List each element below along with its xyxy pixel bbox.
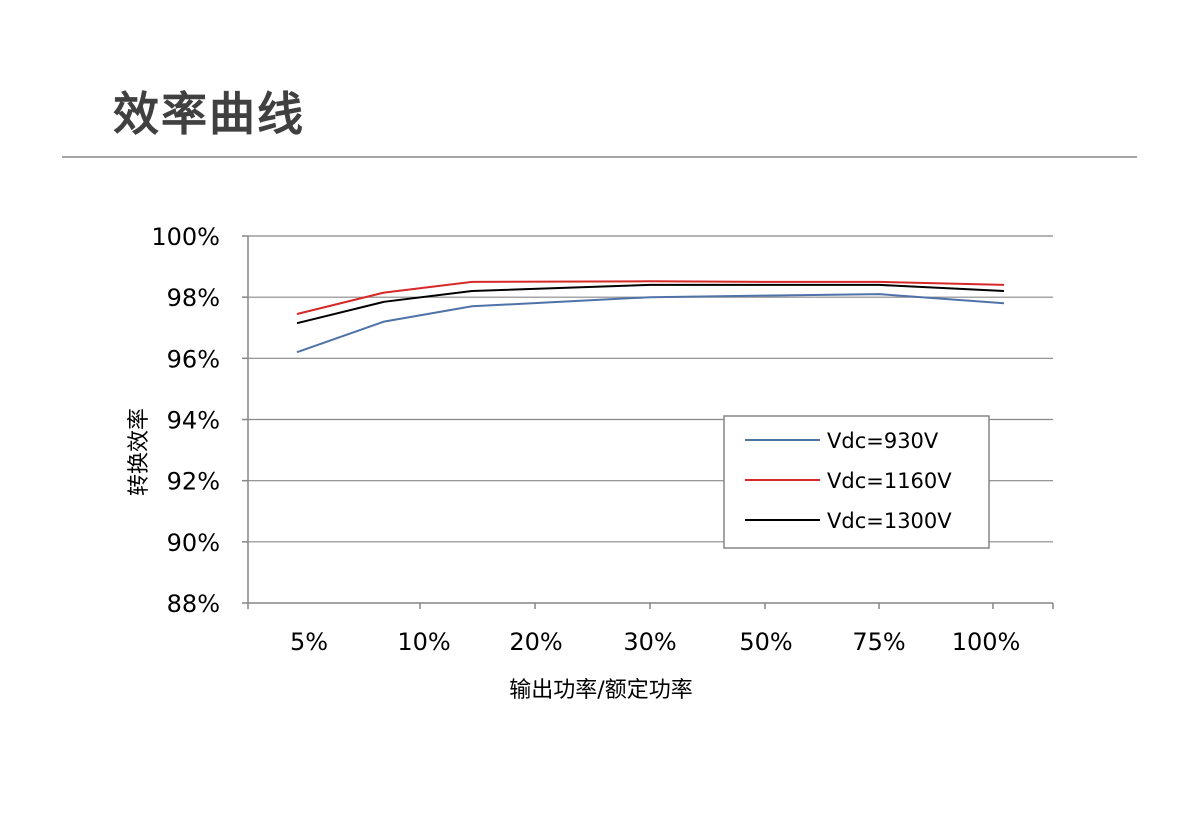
y-tick-label: 98% (167, 284, 220, 312)
x-axis-label: 输出功率/额定功率 (509, 678, 692, 703)
legend-box (723, 415, 990, 549)
x-tick-label: 10% (397, 628, 450, 656)
y-tick-label: 90% (167, 529, 220, 557)
legend-label: Vdc=1160V (827, 469, 952, 493)
y-tick-labels: 88% 90% 92% 94% 96% 98% 100% (151, 223, 220, 618)
x-tick-label: 50% (739, 628, 792, 656)
series-line (296, 293, 1005, 354)
x-tick-label: 20% (509, 628, 562, 656)
x-tick-label: 30% (623, 628, 676, 656)
x-tick-labels: 5% 10% 20% 30% 50% 75% 100% (290, 628, 1020, 656)
title-divider (62, 156, 1137, 158)
page-title: 效率曲线 (113, 87, 305, 141)
axes (242, 235, 1054, 609)
x-tick-label: 5% (290, 628, 328, 656)
series-line (296, 280, 1005, 315)
y-tick-label: 92% (167, 468, 220, 496)
y-axis-label: 转换效率 (127, 408, 152, 496)
series-lines (296, 280, 1005, 354)
y-tick-label: 88% (167, 590, 220, 618)
legend: Vdc=930V Vdc=1160V Vdc=1300V (723, 415, 990, 549)
y-tick-label: 100% (151, 223, 220, 251)
x-tick-label: 75% (852, 628, 905, 656)
y-tick-label: 96% (167, 345, 220, 373)
y-tick-label: 94% (167, 407, 220, 435)
legend-label: Vdc=930V (827, 429, 939, 453)
series-line (296, 283, 1005, 325)
x-tick-label: 100% (952, 628, 1021, 656)
legend-label: Vdc=1300V (827, 509, 952, 533)
